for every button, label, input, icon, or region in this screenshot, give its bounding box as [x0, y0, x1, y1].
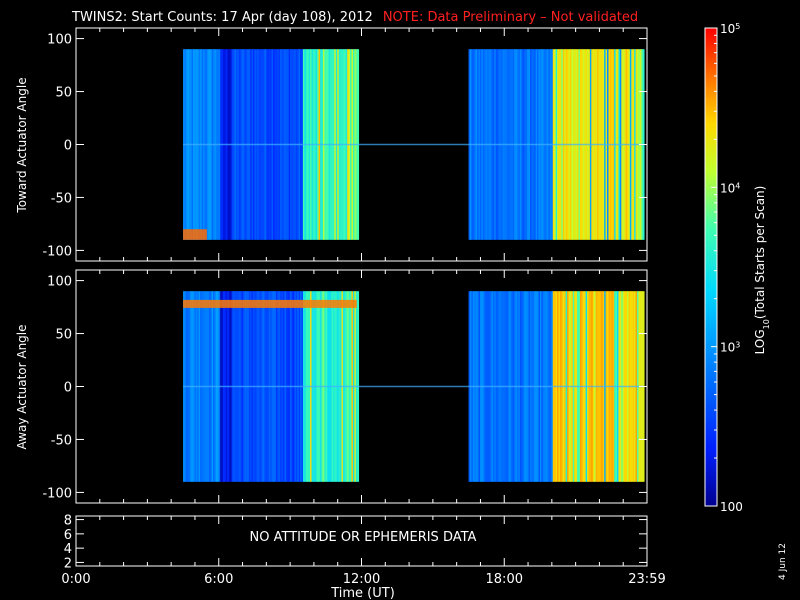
x-tick-label: 18:00: [486, 572, 523, 587]
no-data-message: NO ATTITUDE OR EPHEMERIS DATA: [250, 530, 477, 545]
xlabel: Time (UT): [330, 586, 395, 600]
y-tick-label: 50: [55, 86, 72, 101]
colorbar: 100 103 104 105 LOG10(Total Starts per Scan…: [704, 22, 771, 514]
colorbar-tick-label: 100: [720, 500, 743, 514]
ylabel-away: Away Actuator Angle: [15, 324, 29, 449]
note-text: NOTE: Data Preliminary – Not validated: [383, 10, 638, 25]
colorbar-tick-label: 104: [720, 181, 740, 196]
colorbar-tick-label: 103: [720, 340, 740, 355]
y-tick-label: -50: [51, 433, 72, 448]
yticks-toward: -100 -50 0 50 100: [42, 33, 647, 259]
panel-toward: -100 -50 0 50 100 Toward Actuator Angle: [15, 27, 648, 262]
date-stamp: 4 Jun 12: [778, 543, 788, 580]
heatmap-away: [183, 291, 645, 482]
y-tick-label: 100: [47, 275, 72, 290]
heatmap-band-high: [183, 299, 357, 308]
x-tick-label: 12:00: [343, 572, 380, 587]
y-tick-label: -50: [51, 191, 72, 206]
heatmap-toward: [183, 49, 645, 240]
y-tick-label: 2: [64, 556, 72, 571]
xticks-ephemeris: [75, 516, 648, 566]
x-tick-label: 6:00: [204, 572, 233, 587]
colorbar-tick-label: 105: [720, 22, 740, 37]
y-tick-label: -100: [42, 486, 72, 501]
y-tick-label: 4: [64, 542, 72, 557]
y-tick-label: 0: [64, 139, 72, 154]
xticks-toward: [75, 28, 648, 261]
y-tick-label: 8: [64, 514, 72, 529]
xticks-away: [75, 270, 648, 503]
y-tick-label: -100: [42, 244, 72, 259]
y-tick-label: 6: [64, 528, 72, 543]
yticks-away: -100 -50 0 50 100: [42, 275, 647, 501]
y-tick-label: 100: [47, 33, 72, 48]
colorbar-ticks: 100 103 104 105: [711, 22, 743, 514]
x-tick-label: 0:00: [61, 572, 90, 587]
panel-away: -100 -50 0 50 100 Away Actuator Angle: [15, 269, 648, 504]
colorbar-gradient: [704, 27, 718, 507]
title-text: TWINS2: Start Counts: 17 Apr (day 108), …: [71, 10, 373, 25]
x-tick-label: 23:59: [628, 572, 665, 587]
y-tick-label: 50: [55, 328, 72, 343]
colorbar-label: LOG10(Total Starts per Scan): [753, 186, 771, 355]
chart-title: TWINS2: Start Counts: 17 Apr (day 108), …: [71, 10, 638, 25]
heatmap-band-high: [183, 229, 207, 240]
y-tick-label: 0: [64, 381, 72, 396]
ylabel-toward: Toward Actuator Angle: [15, 77, 29, 213]
xticklabels: 0:00 6:00 12:00 18:00 23:59: [61, 572, 665, 587]
